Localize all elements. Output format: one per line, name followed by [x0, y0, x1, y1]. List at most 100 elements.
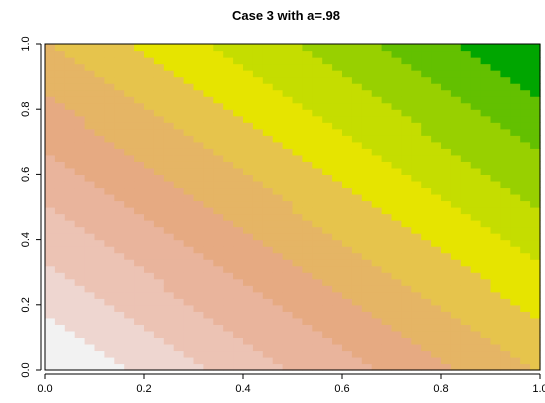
heatmap-cell: [193, 252, 204, 260]
heatmap-cell: [510, 304, 521, 312]
heatmap-cell: [134, 96, 145, 104]
heatmap-cell: [243, 193, 254, 202]
heatmap-cell: [144, 148, 155, 156]
heatmap-cell: [183, 128, 195, 136]
heatmap-cell: [64, 311, 76, 319]
heatmap-cell: [500, 200, 511, 208]
heatmap-cell: [391, 89, 402, 97]
heatmap-cell: [252, 89, 264, 97]
heatmap-cell: [460, 330, 472, 338]
heatmap-cell: [342, 141, 353, 149]
heatmap-cell: [351, 213, 363, 221]
heatmap-cell: [223, 233, 234, 241]
heatmap-cell: [322, 356, 333, 365]
heatmap-cell: [114, 291, 125, 299]
heatmap-cell: [272, 102, 284, 110]
heatmap-cell: [530, 239, 541, 247]
heatmap-cell: [342, 363, 353, 371]
heatmap-cell: [490, 298, 501, 306]
heatmap-cell: [480, 343, 492, 352]
heatmap-cell: [490, 83, 501, 91]
heatmap-cell: [322, 200, 333, 208]
heatmap-cell: [460, 128, 472, 136]
heatmap-cell: [144, 220, 155, 228]
heatmap-cell: [64, 207, 76, 215]
heatmap-cell: [163, 356, 175, 365]
heatmap-cell: [223, 350, 234, 358]
heatmap-cell: [94, 363, 105, 371]
heatmap-cell: [322, 109, 333, 117]
heatmap-cell: [411, 109, 422, 117]
heatmap-cell: [371, 285, 383, 293]
heatmap-cell: [64, 239, 76, 247]
heatmap-cell: [243, 109, 254, 117]
heatmap-cell: [342, 89, 353, 97]
heatmap-cell: [411, 193, 422, 202]
heatmap-cell: [252, 167, 264, 175]
heatmap-cell: [312, 167, 323, 175]
heatmap-cell: [510, 89, 521, 97]
heatmap-cell: [114, 213, 125, 221]
heatmap-cell: [173, 102, 185, 110]
heatmap-cell: [223, 141, 234, 149]
heatmap-cell: [74, 246, 86, 254]
heatmap-cell: [450, 200, 462, 208]
heatmap-cell: [84, 304, 96, 312]
heatmap-cell: [520, 330, 531, 338]
heatmap-cell: [144, 246, 155, 254]
heatmap-cell: [84, 252, 96, 260]
heatmap-cell: [114, 265, 125, 273]
heatmap-cell: [441, 122, 452, 130]
heatmap-cell: [302, 180, 313, 189]
heatmap-cell: [203, 291, 214, 299]
heatmap-cell: [94, 317, 105, 325]
heatmap-cell: [203, 83, 214, 91]
heatmap-cell: [381, 174, 393, 182]
heatmap-cell: [351, 220, 363, 228]
heatmap-cell: [173, 233, 185, 241]
heatmap-cell: [74, 213, 86, 221]
heatmap-cell: [322, 233, 333, 241]
heatmap-cell: [262, 102, 274, 110]
heatmap-cell: [530, 233, 541, 241]
heatmap-cell: [292, 259, 303, 267]
heatmap-cell: [282, 278, 294, 286]
heatmap-cell: [163, 337, 175, 345]
heatmap-cell: [193, 285, 204, 293]
heatmap-cell: [144, 102, 155, 110]
heatmap-cell: [441, 89, 452, 97]
heatmap-cell: [302, 363, 313, 371]
heatmap-cell: [84, 343, 96, 352]
heatmap-cell: [252, 44, 264, 52]
heatmap-cell: [361, 363, 373, 371]
heatmap-cell: [401, 265, 412, 273]
y-tick-label: 0.6: [20, 167, 32, 182]
heatmap-cell: [203, 220, 214, 228]
heatmap-cell: [153, 317, 165, 325]
heatmap-cell: [411, 350, 422, 358]
heatmap-cell: [64, 128, 76, 136]
heatmap-cell: [64, 259, 76, 267]
heatmap-cell: [163, 285, 175, 293]
heatmap-cell: [144, 63, 155, 71]
heatmap-cell: [401, 343, 412, 352]
heatmap-cell: [193, 330, 204, 338]
heatmap-cell: [124, 343, 135, 352]
heatmap-cell: [371, 252, 383, 260]
heatmap-cell: [104, 83, 115, 91]
heatmap-cell: [74, 63, 86, 71]
heatmap-cell: [391, 122, 402, 130]
heatmap-cell: [173, 363, 185, 371]
heatmap-cell: [203, 180, 214, 189]
heatmap-cell: [312, 102, 323, 110]
heatmap-cell: [530, 207, 541, 215]
heatmap-cell: [54, 272, 66, 280]
heatmap-cell: [183, 200, 195, 208]
heatmap-cell: [510, 44, 521, 52]
heatmap-cell: [460, 193, 472, 202]
heatmap-cell: [530, 76, 541, 84]
heatmap-cell: [282, 135, 294, 143]
heatmap-cell: [45, 141, 56, 149]
heatmap-cell: [470, 363, 482, 371]
heatmap-cell: [84, 96, 96, 104]
